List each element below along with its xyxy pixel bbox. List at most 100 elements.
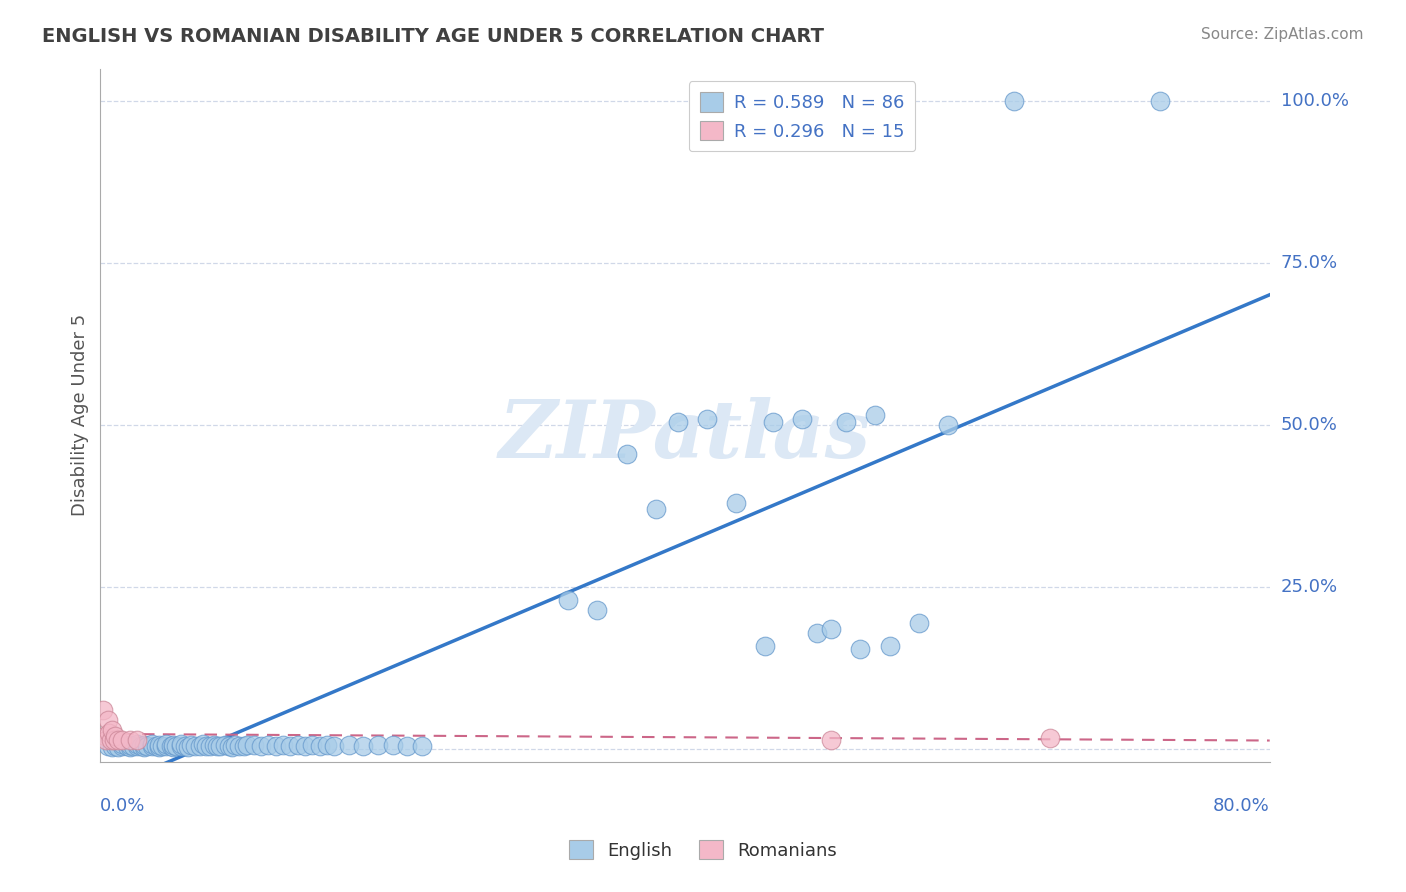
Point	[101, 740, 124, 755]
Point	[174, 739, 197, 753]
Point	[323, 739, 346, 753]
Point	[111, 737, 134, 751]
Text: 0.0%: 0.0%	[100, 797, 146, 815]
Text: 75.0%: 75.0%	[1281, 254, 1339, 272]
Text: Source: ZipAtlas.com: Source: ZipAtlas.com	[1201, 27, 1364, 42]
Point	[91, 703, 114, 717]
Point	[118, 738, 141, 752]
Point	[243, 739, 266, 753]
Point	[97, 713, 120, 727]
Point	[107, 739, 129, 754]
Point	[806, 625, 828, 640]
Text: ENGLISH VS ROMANIAN DISABILITY AGE UNDER 5 CORRELATION CHART: ENGLISH VS ROMANIAN DISABILITY AGE UNDER…	[42, 27, 824, 45]
Point	[97, 739, 120, 753]
Point	[879, 639, 901, 653]
Point	[644, 502, 666, 516]
Point	[100, 732, 122, 747]
Point	[308, 739, 330, 753]
Point	[155, 739, 177, 753]
Point	[725, 496, 748, 510]
Point	[790, 411, 813, 425]
Point	[257, 739, 280, 753]
Point	[104, 729, 127, 743]
Point	[188, 739, 211, 753]
Point	[101, 723, 124, 737]
Point	[118, 732, 141, 747]
Point	[250, 739, 273, 753]
Point	[98, 726, 121, 740]
Point	[170, 739, 193, 753]
Y-axis label: Disability Age Under 5: Disability Age Under 5	[72, 314, 89, 516]
Point	[264, 739, 287, 753]
Point	[145, 739, 167, 753]
Text: 100.0%: 100.0%	[1281, 92, 1348, 110]
Text: 50.0%: 50.0%	[1281, 416, 1337, 434]
Point	[835, 415, 858, 429]
Point	[218, 739, 240, 753]
Point	[762, 415, 785, 429]
Point	[353, 739, 375, 753]
Point	[107, 732, 129, 747]
Point	[125, 732, 148, 747]
Point	[696, 411, 718, 425]
Point	[232, 739, 254, 753]
Point	[936, 418, 959, 433]
Point	[170, 737, 193, 751]
Point	[111, 739, 134, 753]
Point	[136, 739, 159, 753]
Point	[134, 739, 156, 754]
Point	[202, 739, 225, 753]
Point	[150, 739, 173, 753]
Point	[820, 623, 842, 637]
Text: 25.0%: 25.0%	[1281, 578, 1339, 596]
Point	[103, 732, 125, 747]
Legend: R = 0.589   N = 86, R = 0.296   N = 15: R = 0.589 N = 86, R = 0.296 N = 15	[689, 81, 915, 152]
Point	[155, 737, 177, 751]
Text: ZIPatlas: ZIPatlas	[499, 398, 872, 475]
Point	[337, 739, 360, 753]
Point	[111, 732, 134, 747]
Text: 80.0%: 80.0%	[1213, 797, 1270, 815]
Point	[198, 739, 221, 753]
Point	[616, 447, 638, 461]
Point	[129, 739, 152, 753]
Point	[214, 739, 236, 753]
Point	[148, 739, 170, 754]
Point	[125, 737, 148, 751]
Point	[141, 739, 163, 753]
Point	[396, 739, 419, 753]
Point	[180, 739, 202, 753]
Point	[557, 593, 579, 607]
Point	[1002, 94, 1025, 108]
Point	[820, 732, 842, 747]
Point	[125, 739, 148, 753]
Point	[411, 739, 433, 753]
Point	[177, 739, 200, 754]
Point	[1149, 94, 1171, 108]
Point	[221, 739, 243, 754]
Point	[194, 739, 217, 753]
Point	[209, 739, 232, 753]
Point	[115, 739, 138, 753]
Point	[863, 409, 886, 423]
Point	[287, 739, 309, 753]
Point	[93, 729, 115, 743]
Point	[280, 739, 302, 753]
Point	[316, 739, 339, 753]
Point	[301, 739, 323, 753]
Point	[191, 737, 214, 751]
Point	[224, 739, 246, 753]
Point	[141, 737, 163, 751]
Point	[294, 739, 316, 753]
Point	[666, 415, 689, 429]
Point	[754, 639, 776, 653]
Point	[235, 739, 257, 753]
Point	[121, 739, 143, 753]
Point	[207, 739, 229, 753]
Point	[134, 738, 156, 752]
Point	[908, 615, 931, 630]
Point	[367, 739, 389, 753]
Point	[849, 641, 872, 656]
Point	[162, 738, 184, 752]
Point	[165, 739, 187, 753]
